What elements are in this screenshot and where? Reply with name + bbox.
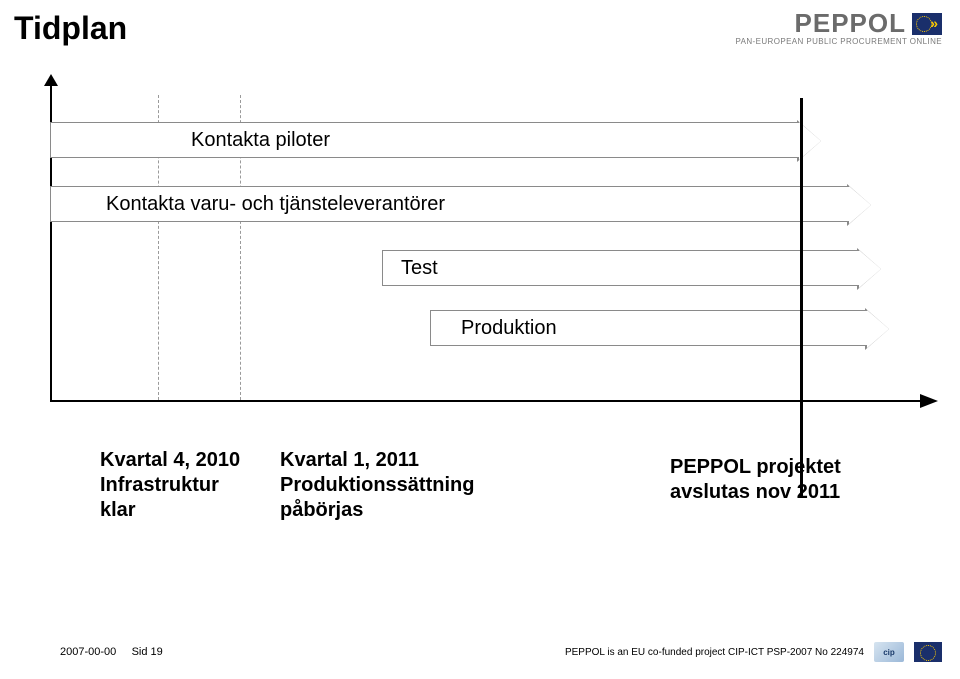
activity-bar: Test bbox=[382, 250, 860, 286]
x-axis-arrow-icon bbox=[50, 391, 940, 411]
slide: Tidplan PEPPOL PAN-EUROPEAN PUBLIC PROCU… bbox=[0, 0, 960, 679]
bar-arrow-icon bbox=[867, 310, 889, 348]
activity-bar: Kontakta piloter bbox=[50, 122, 800, 158]
logo-text: PEPPOL bbox=[736, 8, 943, 39]
cip-badge-icon: cip bbox=[874, 642, 904, 662]
footer-left: 2007-00-00 Sid 19 bbox=[60, 646, 163, 658]
milestone-label: PEPPOL projektetavslutas nov 2011 bbox=[670, 455, 841, 505]
footer-date: 2007-00-00 bbox=[60, 646, 116, 658]
footer-page: Sid 19 bbox=[132, 646, 163, 658]
bar-arrow-icon bbox=[849, 186, 871, 224]
logo-word: PEPPOL bbox=[795, 8, 906, 39]
milestone-label: Kvartal 4, 2010Infrastrukturklar bbox=[100, 448, 240, 523]
page-title: Tidplan bbox=[14, 10, 127, 47]
peppol-logo: PEPPOL PAN-EUROPEAN PUBLIC PROCUREMENT O… bbox=[736, 8, 943, 46]
deadline-line bbox=[800, 98, 803, 498]
timeline-chart: Kontakta piloter Kontakta varu- och tjäns… bbox=[30, 80, 930, 540]
y-axis-arrow-icon bbox=[44, 74, 58, 86]
milestone-label: Kvartal 1, 2011Produktionssättningpåbörj… bbox=[280, 448, 474, 523]
footer: 2007-00-00 Sid 19 PEPPOL is an EU co-fun… bbox=[60, 637, 942, 667]
bar-arrow-icon bbox=[859, 250, 881, 288]
logo-subtitle: PAN-EUROPEAN PUBLIC PROCUREMENT ONLINE bbox=[736, 37, 943, 46]
footer-attribution: PEPPOL is an EU co-funded project CIP-IC… bbox=[565, 647, 864, 658]
footer-right: PEPPOL is an EU co-funded project CIP-IC… bbox=[565, 642, 942, 662]
x-axis bbox=[50, 400, 920, 402]
activity-bar: Kontakta varu- och tjänsteleverantörer bbox=[50, 186, 850, 222]
eu-badge-icon bbox=[914, 642, 942, 662]
eu-flag-icon bbox=[912, 13, 942, 35]
